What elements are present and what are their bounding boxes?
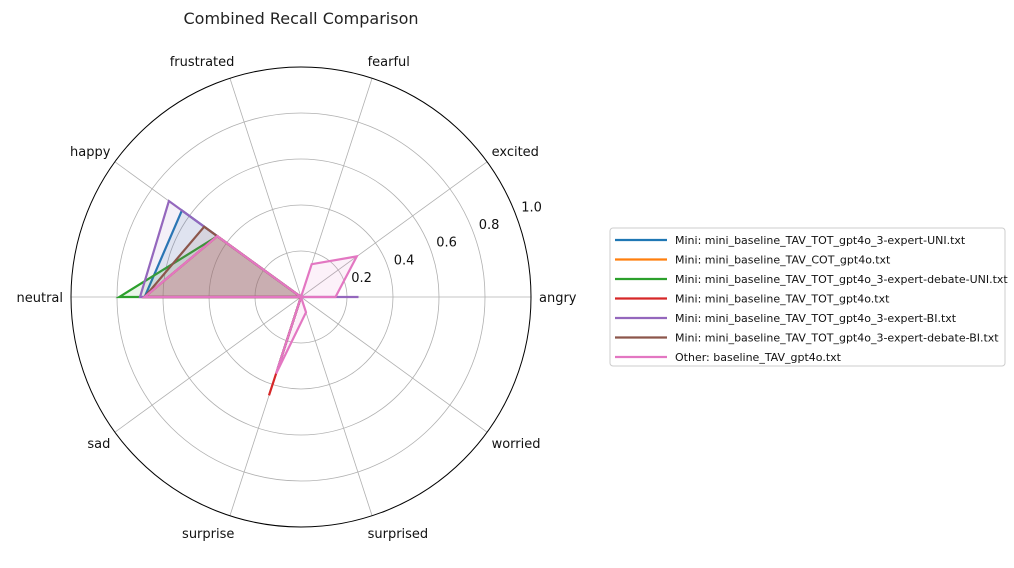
- legend-entry: Mini: mini_baseline_TAV_TOT_gpt4o.txt: [675, 293, 890, 306]
- category-label-fearful: fearful: [368, 55, 410, 70]
- grid-ring: [116, 112, 486, 482]
- category-label-excited: excited: [492, 145, 539, 160]
- series-area: [144, 236, 301, 363]
- legend-entry: Other: baseline_TAV_gpt4o.txt: [675, 351, 842, 364]
- category-label-sad: sad: [87, 437, 110, 452]
- legend: Mini: mini_baseline_TAV_TOT_gpt4o_3-expe…: [609, 227, 1008, 367]
- radial-tick-label: 0.2: [351, 271, 372, 286]
- legend-entry: Mini: mini_baseline_TAV_COT_gpt4o.txt: [675, 254, 891, 267]
- legend-entry: Mini: mini_baseline_TAV_TOT_gpt4o_3-expe…: [675, 234, 966, 247]
- spoke-surprised: [300, 296, 373, 516]
- radial-tick-label: 0.6: [436, 236, 457, 251]
- chart-title: Combined Recall Comparison: [184, 9, 419, 28]
- category-labels: angry excited fearful frustrated happy neutra…: [17, 55, 577, 542]
- series-area: [119, 236, 301, 363]
- radial-tick-label: 0.4: [394, 253, 415, 268]
- series-area: [144, 236, 301, 396]
- radial-tick-label: 0.8: [479, 218, 500, 233]
- legend-entry: Mini: mini_baseline_TAV_TOT_gpt4o_3-expe…: [675, 332, 999, 345]
- category-label-happy: happy: [70, 145, 111, 160]
- category-label-surprised: surprised: [368, 527, 429, 542]
- outer-ring: [70, 66, 532, 528]
- category-label-neutral: neutral: [17, 291, 64, 306]
- category-label-worried: worried: [492, 437, 541, 452]
- spoke-sad: [114, 296, 302, 433]
- legend-entry: Mini: mini_baseline_TAV_TOT_gpt4o_3-expe…: [675, 312, 957, 325]
- spoke-fearful: [300, 78, 373, 298]
- category-label-surprise: surprise: [182, 527, 234, 542]
- legend-box: [609, 227, 1006, 367]
- series-area: [144, 236, 357, 374]
- category-label-frustrated: frustrated: [170, 55, 235, 70]
- radial-tick-label: 1.0: [521, 200, 542, 215]
- legend-entry: Mini: mini_baseline_TAV_TOT_gpt4o_3-expe…: [675, 273, 1008, 286]
- spoke-worried: [300, 296, 488, 433]
- spoke-frustrated: [229, 78, 302, 298]
- series-layer: [115, 199, 359, 396]
- series-area: [140, 201, 359, 370]
- series-area: [144, 226, 301, 363]
- spoke-excited: [300, 161, 488, 298]
- category-label-angry: angry: [539, 291, 577, 306]
